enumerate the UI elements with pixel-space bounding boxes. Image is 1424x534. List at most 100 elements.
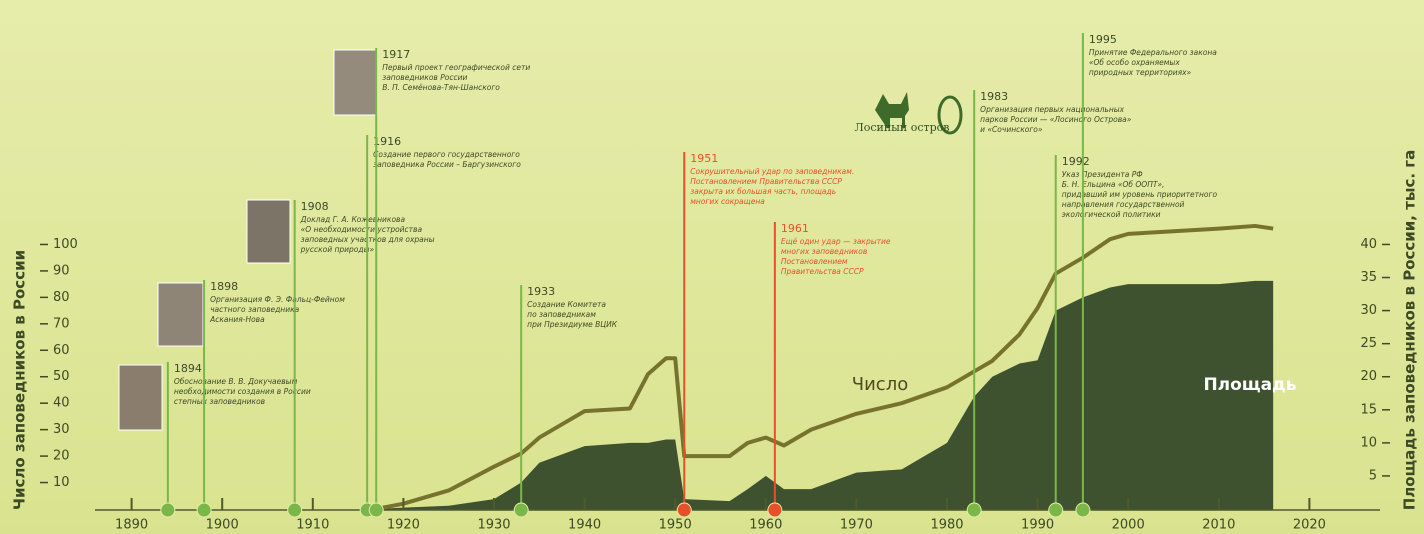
y-tick-label: 10	[53, 475, 70, 490]
event-marker	[161, 503, 175, 517]
event-text: Обоснование В. В. Докучаевым	[174, 377, 298, 386]
x-tick-label: 1950	[659, 518, 692, 533]
event-text: Ещё один удар — закрытие	[781, 237, 891, 246]
event-text: Принятие Федерального закона	[1089, 48, 1217, 57]
event-text: многих заповедников	[781, 247, 867, 256]
event-marker	[768, 503, 782, 517]
y-tick-label: 70	[53, 316, 70, 331]
y-tick-label: 40	[53, 396, 70, 411]
event-year: 1933	[527, 285, 555, 298]
event-text: В. П. Семёнова-Тян-Шанского	[382, 83, 500, 92]
event-text: заповедников России	[382, 73, 467, 82]
event-marker	[677, 503, 691, 517]
event-text: экологической политики	[1062, 210, 1161, 219]
y2-tick-label: 40	[1360, 237, 1377, 252]
series-label: Число	[852, 374, 908, 395]
event-year: 1995	[1089, 33, 1117, 46]
y2-tick-label: 5	[1369, 468, 1377, 483]
chart: Число заповедников в России Площадь запо…	[0, 0, 1424, 534]
x-tick-label: 1980	[930, 518, 963, 533]
event-year: 1894	[174, 362, 202, 375]
x-tick-label: 2020	[1293, 518, 1326, 533]
y2-tick-label: 20	[1360, 369, 1377, 384]
event-marker	[369, 503, 383, 517]
event-text: заповедника России – Баргузинского	[373, 160, 521, 169]
y-tick-label: 80	[53, 290, 70, 305]
x-tick-label: 2010	[1202, 518, 1235, 533]
event-text: частного заповедника	[210, 305, 300, 314]
event-text: закрыта их большая часть, площадь	[690, 187, 836, 196]
event-marker	[514, 503, 528, 517]
y-tick-label: 50	[53, 369, 70, 384]
x-tick-label: 1890	[115, 518, 148, 533]
y2-tick-label: 35	[1360, 270, 1377, 285]
y-axis-title: Число заповедников в России	[11, 250, 29, 510]
y-tick-label: 30	[53, 422, 70, 437]
x-tick-label: 1910	[296, 518, 329, 533]
y2-tick-label: 25	[1360, 336, 1377, 351]
event-text: Доклад Г. А. Кожевникова	[300, 215, 406, 224]
portrait	[119, 365, 162, 430]
y2-tick-label: 10	[1360, 435, 1377, 450]
event-marker	[197, 503, 211, 517]
event-text: «О необходимости устройства	[301, 225, 423, 234]
portrait	[247, 200, 290, 263]
event-marker	[967, 503, 981, 517]
event-year: 1908	[301, 200, 329, 213]
logo-text: Лосиный остров	[855, 121, 950, 134]
y-tick-label: 90	[53, 263, 70, 278]
x-tick-label: 1900	[206, 518, 239, 533]
event-text: степных заповедников	[174, 397, 265, 406]
event-marker	[288, 503, 302, 517]
event-text: Организация Ф. Э. Фальц-Фейном	[210, 295, 345, 304]
event-text: по заповедникам	[527, 310, 596, 319]
event-year: 1951	[690, 152, 718, 165]
portrait	[158, 283, 203, 346]
x-tick-label: 1920	[387, 518, 420, 533]
event-text: Указ Президента РФ	[1062, 170, 1144, 179]
event-text: необходимости создания в России	[174, 387, 311, 396]
y-tick-label: 20	[53, 449, 70, 464]
event-year: 1917	[382, 48, 410, 61]
event-text: и «Сочинского»	[980, 125, 1043, 134]
y2-tick-label: 15	[1360, 402, 1377, 417]
event-year: 1992	[1062, 155, 1090, 168]
page: Число заповедников в России Площадь запо…	[0, 0, 1424, 534]
event-text: природных территориях»	[1089, 68, 1192, 77]
event-year: 1961	[781, 222, 809, 235]
event-text: «Об особо охраняемых	[1089, 58, 1180, 67]
x-tick-label: 1990	[1021, 518, 1054, 533]
event-text: Первый проект географической сети	[382, 63, 530, 72]
event-text: Создание Комитета	[527, 300, 606, 309]
portrait	[334, 50, 377, 115]
event-marker	[1049, 503, 1063, 517]
event-text: парков России — «Лосиного Острова»	[980, 115, 1132, 124]
y2-tick-label: 30	[1360, 303, 1377, 318]
event-year: 1983	[980, 90, 1008, 103]
event-text: русской природы»	[300, 245, 375, 254]
event-text: при Президиуме ВЦИК	[527, 320, 618, 329]
event-text: придавший им уровень приоритетного	[1062, 190, 1218, 199]
event-text: Создание первого государственного	[373, 150, 520, 159]
y-tick-label: 60	[53, 343, 70, 358]
event-text: Постановлением	[781, 257, 848, 266]
x-tick-label: 2000	[1112, 518, 1145, 533]
x-tick-label: 1930	[477, 518, 510, 533]
event-text: многих сокращена	[690, 197, 765, 206]
event-text: Правительства СССР	[781, 267, 864, 276]
event-text: направления государственной	[1062, 200, 1185, 209]
y2-axis-title: Площадь заповедников в России, тыс. га	[1401, 150, 1419, 511]
series-label: Площадь	[1203, 375, 1296, 395]
event-text: Сокрушительный удар по заповедникам.	[690, 167, 854, 176]
y-tick-label: 100	[53, 237, 78, 252]
x-tick-label: 1960	[749, 518, 782, 533]
event-marker	[1076, 503, 1090, 517]
event-year: 1916	[373, 135, 401, 148]
event-text: Постановлением Правительства СССР	[690, 177, 842, 186]
event-year: 1898	[210, 280, 238, 293]
x-tick-label: 1970	[840, 518, 873, 533]
event-text: Аскания-Нова	[209, 315, 265, 324]
event-text: Б. Н. Ельцина «Об ООПТ»,	[1062, 180, 1165, 189]
event-text: Организация первых национальных	[980, 105, 1124, 114]
x-tick-label: 1940	[568, 518, 601, 533]
